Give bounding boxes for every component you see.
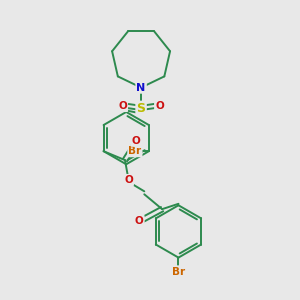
Text: Br: Br <box>128 146 142 156</box>
Text: S: S <box>136 102 146 115</box>
Text: O: O <box>155 101 164 111</box>
Text: O: O <box>118 101 127 111</box>
Text: N: N <box>136 82 146 93</box>
Text: O: O <box>124 175 133 185</box>
Text: O: O <box>135 216 144 226</box>
Text: Br: Br <box>172 267 185 277</box>
Text: O: O <box>132 136 140 146</box>
